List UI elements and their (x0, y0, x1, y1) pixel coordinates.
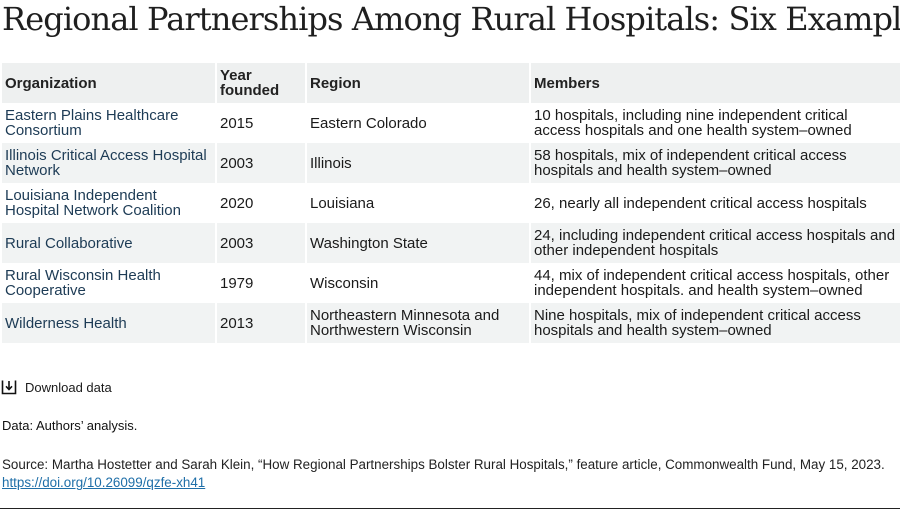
table-row: Illinois Critical Access Hospital Networ… (2, 143, 900, 183)
table-row: Louisiana Independent Hospital Network C… (2, 183, 900, 223)
members-cell: Nine hospitals, mix of independent criti… (531, 303, 900, 343)
organization-cell: Rural Collaborative (2, 223, 215, 263)
download-icon (1, 380, 17, 395)
region-cell: Illinois (307, 143, 529, 183)
region-cell: Louisiana (310, 194, 375, 212)
year-founded-cell: 2013 (217, 303, 305, 343)
year-founded-cell: 2020 (220, 194, 254, 212)
source-text: Source: Martha Hostetter and Sarah Klein… (2, 457, 885, 472)
source-doi-link[interactable]: https://doi.org/10.26099/qzfe-xh41 (2, 475, 206, 490)
column-header-members: Members (531, 63, 900, 103)
year-founded-cell: 2003 (217, 223, 305, 263)
table-row: Wilderness Health 2013 Northeastern Minn… (2, 303, 900, 343)
region-cell: Eastern Colorado (310, 114, 427, 132)
year-founded-cell: 2015 (220, 114, 254, 132)
members-cell: 26, nearly all independent critical acce… (534, 194, 867, 212)
organization-cell: Illinois Critical Access Hospital Networ… (2, 143, 215, 183)
data-note: Data: Authors’ analysis. (2, 418, 138, 433)
table-row: Eastern Plains Healthcare Consortium 201… (2, 103, 900, 143)
organization-cell: Wilderness Health (2, 303, 215, 343)
download-data-label: Download data (25, 379, 112, 395)
chart-title: Regional Partnerships Among Rural Hospit… (2, 0, 900, 38)
region-cell: Wisconsin (310, 274, 379, 292)
column-header-region: Region (307, 63, 529, 103)
members-cell: 10 hospitals, including nine independent… (534, 107, 852, 139)
column-header-year-founded: Year founded (217, 63, 305, 103)
source-note: Source: Martha Hostetter and Sarah Klein… (2, 456, 894, 492)
organization-cell: Rural Wisconsin Health Cooperative (5, 267, 161, 299)
bottom-rule (0, 508, 900, 509)
members-cell: 44, mix of independent critical access h… (534, 267, 890, 299)
organization-cell: Eastern Plains Healthcare Consortium (5, 107, 179, 139)
organization-cell: Louisiana Independent Hospital Network C… (5, 187, 181, 219)
region-cell: Northeastern Minnesota and Northwestern … (307, 303, 529, 343)
table-header-row: Organization Year founded Region Members (2, 63, 900, 103)
members-cell: 58 hospitals, mix of independent critica… (531, 143, 900, 183)
table-row: Rural Wisconsin Health Cooperative 1979 … (2, 263, 900, 303)
region-cell: Washington State (307, 223, 529, 263)
year-founded-cell: 2003 (217, 143, 305, 183)
table-row: Rural Collaborative 2003 Washington Stat… (2, 223, 900, 263)
download-data-button[interactable]: Download data (1, 377, 112, 397)
members-cell: 24, including independent critical acces… (531, 223, 900, 263)
year-founded-cell: 1979 (220, 274, 254, 292)
column-header-organization: Organization (2, 63, 215, 103)
partnerships-table: Organization Year founded Region Members… (0, 63, 900, 343)
